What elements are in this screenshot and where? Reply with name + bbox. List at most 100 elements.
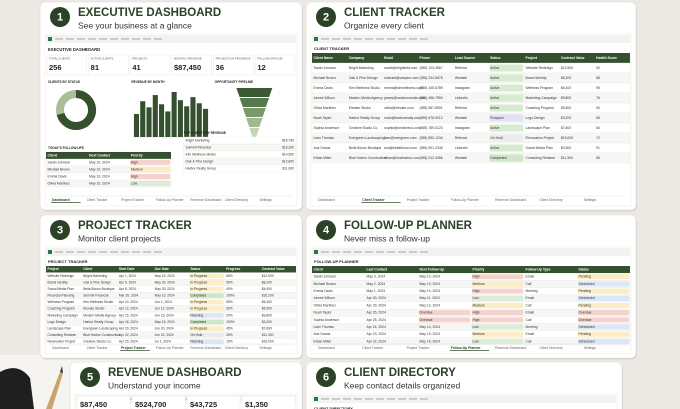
sheet-tab: Client Tracker (87, 198, 109, 202)
sheet-tab: Settings (584, 346, 597, 350)
menu-item (343, 398, 351, 400)
cell: Jun 15, 2024 (155, 313, 174, 317)
menu-item (77, 251, 85, 253)
cell: High (473, 318, 480, 322)
cell: Bright Marketing (186, 138, 210, 142)
cell: Website Redesign (48, 274, 75, 278)
cell: Pending (579, 303, 592, 307)
stat-label: FOLLOW-UPS DUE (257, 57, 282, 61)
column-header: Follow-Up Type (526, 267, 551, 271)
status-pill (471, 310, 524, 316)
cell: Apr 22, 2024 (367, 339, 387, 343)
cell: Apr 30, 2024 (367, 296, 387, 300)
status-pill (577, 324, 630, 330)
cell: (555) 567-8901 (420, 106, 443, 110)
sheet-tab: Project Tracker (121, 198, 145, 202)
card-subtitle: Understand your income (108, 380, 201, 390)
menu-item (121, 38, 129, 40)
cell: Low (473, 325, 480, 329)
cell: On Hold (190, 333, 202, 337)
cell: Call (526, 303, 532, 307)
status-pill (471, 288, 524, 294)
cell: Email (526, 296, 535, 300)
menu-item (132, 38, 140, 40)
cell: Brand Identity (48, 280, 69, 284)
cell: May 10, 2024 (420, 289, 441, 293)
menu-item (354, 38, 362, 40)
menu-item (154, 251, 162, 253)
menu-item (55, 251, 63, 253)
status-pill (189, 326, 224, 331)
cell: $11,300 (262, 333, 274, 337)
cell: Apr 5, 2024 (119, 280, 136, 284)
cell: High (131, 174, 138, 178)
status-pill (189, 339, 224, 345)
cell: $15,000 (262, 340, 274, 344)
card-subtitle: See your business at a glance (78, 20, 192, 30)
column-header: Client (48, 153, 58, 157)
status-pill (130, 160, 171, 165)
status-pill (489, 144, 524, 152)
menu-item (332, 251, 340, 253)
cell: 91 (596, 146, 600, 150)
card-subtitle: Keep contact details organized (344, 380, 461, 390)
cell: Ava Garcia (314, 332, 331, 336)
step-number: 2 (323, 11, 329, 23)
cell: Summit Financial (83, 294, 108, 298)
cell: 84 (596, 126, 600, 130)
cell: Active (490, 126, 499, 130)
cell: Medium (473, 303, 485, 307)
cell: Active (490, 86, 499, 90)
sheet-tab: Settings (259, 346, 272, 350)
menu-item (88, 251, 96, 253)
status-pill (577, 274, 630, 280)
table-row (45, 338, 297, 346)
table-header (312, 53, 630, 63)
menu-item (376, 398, 384, 400)
cell: (555) 789-0123 (420, 126, 443, 130)
cell: Oak & Pine Design (186, 159, 214, 163)
cell: Apr 26, 2024 (367, 311, 387, 315)
column-header: Last Contact (367, 267, 388, 271)
step-badge (50, 220, 70, 240)
stat-value: 81 (91, 63, 99, 72)
cell: Completed (190, 320, 206, 324)
revenue-bar (133, 113, 140, 137)
menu-item (99, 38, 107, 40)
cell: Oak & Pine Design (349, 76, 378, 80)
cell: May 14, 2024 (420, 325, 441, 329)
cell: olivia@elevate.com (384, 106, 414, 110)
cell: Modern Media Agency (349, 96, 383, 100)
cell: $9,800 (561, 96, 571, 100)
cell: $7,600 (262, 326, 272, 330)
cell: Low (131, 181, 138, 185)
step-number: 5 (87, 371, 93, 383)
column-header: Status (490, 56, 500, 60)
cell: Sarah Johnson (314, 275, 337, 279)
sheet-tab: Follow-Up Planner (156, 198, 185, 202)
status-pill (489, 124, 524, 132)
status-pill (471, 302, 524, 309)
cell: $4,900 (262, 287, 272, 291)
cell: Apr 29, 2024 (367, 303, 387, 307)
cell: Bella Bloom Boutique (83, 287, 115, 291)
status-pill (189, 332, 224, 338)
cell: Brand Identity (526, 76, 547, 80)
cell: $11,900 (282, 166, 294, 170)
cell: May 11, 2024 (420, 296, 440, 300)
sheet-tab: Dashboard (318, 346, 335, 350)
cell: Emma Davis (314, 289, 334, 293)
menu-item (343, 38, 351, 40)
cell: Instagram (455, 126, 470, 130)
cell: 100% (226, 294, 234, 298)
panel-title: CLIENTS BY STATUS (48, 80, 80, 84)
cell: (555) 345-6789 (420, 86, 443, 90)
card-subtitle: Never miss a follow-up (344, 233, 430, 243)
cell: Referral (455, 106, 467, 110)
sheet-tab: Revenue Dashboard (190, 346, 221, 350)
cell: Completed (490, 156, 507, 160)
cell: liam@evergreen.com (384, 136, 416, 140)
stat-box (186, 395, 241, 409)
status-pill (418, 310, 471, 316)
